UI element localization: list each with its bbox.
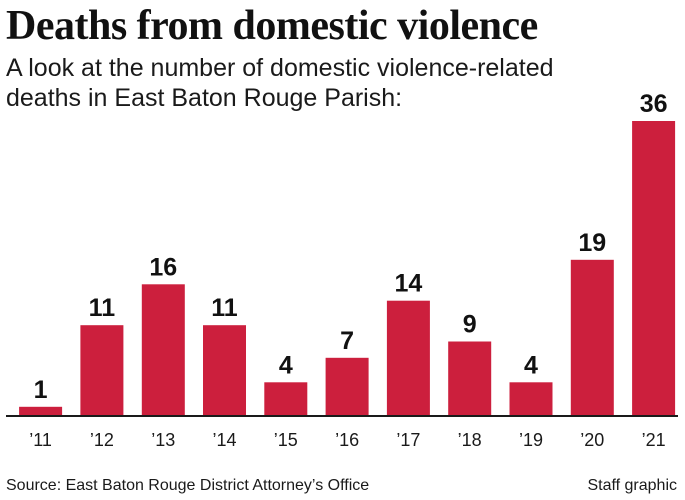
chart-title: Deaths from domestic violence <box>6 3 538 49</box>
bar-2 <box>141 284 185 415</box>
bar-1 <box>80 325 124 415</box>
data-label-4: 4 <box>279 351 293 379</box>
bar-7 <box>448 341 492 415</box>
data-label-3: 11 <box>211 294 238 322</box>
bar-4 <box>264 382 308 415</box>
data-label-7: 9 <box>463 311 477 339</box>
bar-6 <box>386 300 430 415</box>
x-tick-label-4: ’15 <box>274 430 298 450</box>
bar-8 <box>509 382 553 415</box>
x-tick-label-10: ’21 <box>642 430 666 450</box>
x-tick-label-7: ’18 <box>458 430 482 450</box>
data-label-9: 19 <box>578 229 606 257</box>
x-tick-label-5: ’16 <box>335 430 359 450</box>
bar-10 <box>632 121 676 415</box>
data-label-2: 16 <box>149 253 177 281</box>
data-label-0: 1 <box>34 376 48 404</box>
x-tick-label-2: ’13 <box>151 430 175 450</box>
x-tick-label-1: ’12 <box>90 430 114 450</box>
bar-3 <box>203 325 246 415</box>
source-note: Source: East Baton Rouge District Attorn… <box>6 477 370 494</box>
chart-subtitle: A look at the number of domestic violenc… <box>6 54 554 112</box>
bar-5 <box>325 357 369 415</box>
data-label-10: 36 <box>640 90 668 118</box>
x-tick-label-9: ’20 <box>580 430 604 450</box>
bar-9 <box>570 259 614 415</box>
bar-0 <box>19 406 63 415</box>
x-tick-label-0: ’11 <box>29 430 52 450</box>
data-label-8: 4 <box>524 351 538 379</box>
x-tick-label-8: ’19 <box>519 430 543 450</box>
x-tick-label-3: ’14 <box>212 430 236 450</box>
x-tick-label-6: ’17 <box>396 430 420 450</box>
data-label-6: 14 <box>394 270 422 298</box>
data-label-1: 11 <box>89 294 116 322</box>
staff-credit: Staff graphic <box>587 477 677 494</box>
data-label-5: 7 <box>340 327 354 355</box>
